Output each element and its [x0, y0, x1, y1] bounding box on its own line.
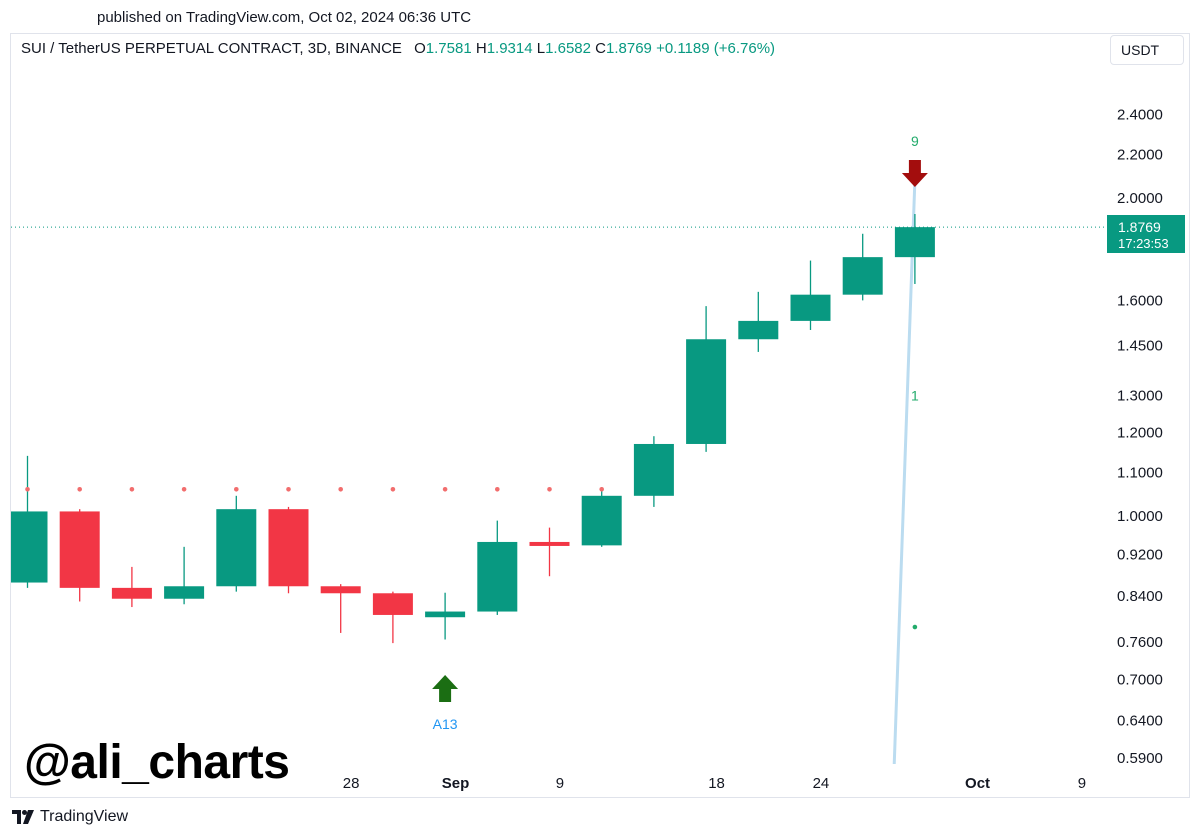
resistance-dot	[599, 486, 604, 492]
y-axis-tick: 0.9200	[1117, 546, 1163, 563]
candle	[164, 546, 205, 605]
candle	[894, 214, 935, 284]
high-value: 1.9314	[486, 40, 533, 57]
resistance-dot	[181, 486, 187, 492]
y-axis-tick: 1.4500	[1117, 338, 1163, 355]
price-tag-value: 1.8769	[1118, 219, 1161, 235]
y-axis-tick: 0.6400	[1117, 713, 1163, 730]
x-axis-tick: 28	[343, 775, 360, 792]
x-axis-tick: Sep	[442, 775, 470, 792]
y-axis-tick: 1.2000	[1117, 424, 1163, 441]
candle-body	[581, 495, 622, 546]
low-label: L	[536, 40, 546, 57]
resistance-dot	[547, 486, 552, 492]
tradingview-icon	[12, 810, 34, 824]
resistance-dot	[77, 486, 82, 492]
currency-button[interactable]: USDT	[1110, 35, 1184, 65]
resistance-dot	[390, 486, 396, 492]
candle	[59, 509, 100, 602]
tradingview-logo[interactable]: TradingView	[12, 808, 128, 826]
candle	[372, 591, 413, 644]
candle	[790, 260, 831, 330]
price-tag	[1107, 215, 1185, 253]
y-axis-tick: 1.1000	[1117, 464, 1163, 481]
y-axis-tick: 0.7600	[1117, 634, 1163, 651]
published-info: published on TradingView.com, Oct 02, 20…	[97, 9, 472, 26]
open-value: 1.7581	[425, 40, 472, 57]
resistance-dot	[25, 486, 30, 492]
resistance-dot	[286, 486, 291, 492]
y-axis-tick: 2.4000	[1117, 106, 1163, 123]
candle	[529, 527, 570, 577]
candle-body	[11, 511, 48, 583]
candle-body	[111, 587, 152, 599]
y-axis-tick: 1.0000	[1117, 508, 1163, 525]
candle-body	[216, 509, 257, 587]
candle-body	[633, 443, 674, 496]
ohlc-legend: SUI / TetherUS PERPETUAL CONTRACT, 3D, B…	[21, 40, 775, 57]
resistance-dot	[129, 486, 135, 492]
x-axis-tick: 18	[708, 775, 725, 792]
resistance-dot	[495, 486, 500, 492]
candle	[581, 487, 622, 547]
candle-body	[320, 586, 361, 594]
signal-dot	[912, 624, 918, 630]
y-axis-tick: 1.3000	[1117, 388, 1163, 405]
author-watermark: @ali_charts	[24, 736, 290, 789]
sell-arrow-icon	[901, 160, 928, 187]
symbol-title: SUI / TetherUS PERPETUAL CONTRACT, 3D, B…	[21, 40, 402, 57]
y-axis-tick: 0.7000	[1117, 672, 1163, 689]
chart-frame	[10, 33, 1190, 798]
candle-body	[372, 593, 413, 615]
candle	[738, 291, 779, 352]
candle-body	[894, 227, 935, 258]
candle-body	[529, 541, 570, 546]
resistance-dot	[234, 486, 239, 492]
candle-body	[59, 511, 100, 588]
candle-body	[164, 586, 205, 599]
x-axis-tick: 9	[1078, 775, 1086, 792]
candle	[320, 584, 361, 633]
candle-body	[425, 611, 466, 618]
candle	[425, 592, 466, 640]
candle	[216, 495, 257, 592]
y-axis-tick: 2.2000	[1117, 146, 1163, 163]
y-axis-tick: 0.5900	[1117, 750, 1163, 767]
high-label: H	[475, 40, 487, 57]
x-axis-tick: 24	[813, 775, 830, 792]
count-label: 1	[911, 388, 919, 404]
candle-body	[790, 294, 831, 321]
candle	[111, 566, 152, 608]
close-value: 1.8769	[606, 40, 652, 57]
close-label: C	[595, 40, 606, 57]
candle-body	[842, 257, 883, 295]
price-change: +0.1189 (+6.76%)	[656, 40, 776, 57]
y-axis-tick: 1.6000	[1117, 292, 1163, 309]
candle	[633, 436, 674, 507]
x-axis-tick: 9	[556, 775, 564, 792]
resistance-dot	[442, 486, 448, 492]
candle	[11, 455, 48, 588]
candle	[477, 520, 518, 615]
candle-body	[477, 541, 518, 612]
buy-signal-label: A13	[433, 716, 458, 732]
price-tag-countdown: 17:23:53	[1118, 236, 1169, 251]
candle-body	[268, 509, 309, 587]
y-axis-tick: 0.8400	[1117, 588, 1163, 605]
open-label: O	[414, 40, 426, 57]
candle-body	[686, 339, 727, 444]
candle	[842, 233, 883, 301]
sell-signal-label: 9	[911, 133, 919, 149]
tradingview-brand: TradingView	[40, 808, 129, 825]
candle	[686, 306, 727, 452]
candle-body	[738, 320, 779, 340]
resistance-dot	[338, 486, 344, 492]
candle	[268, 506, 309, 594]
x-axis-tick: Oct	[965, 775, 990, 792]
y-axis-tick: 2.0000	[1117, 190, 1163, 207]
buy-arrow-icon	[432, 675, 459, 702]
trend-line	[892, 178, 917, 764]
low-value: 1.6582	[545, 40, 591, 57]
